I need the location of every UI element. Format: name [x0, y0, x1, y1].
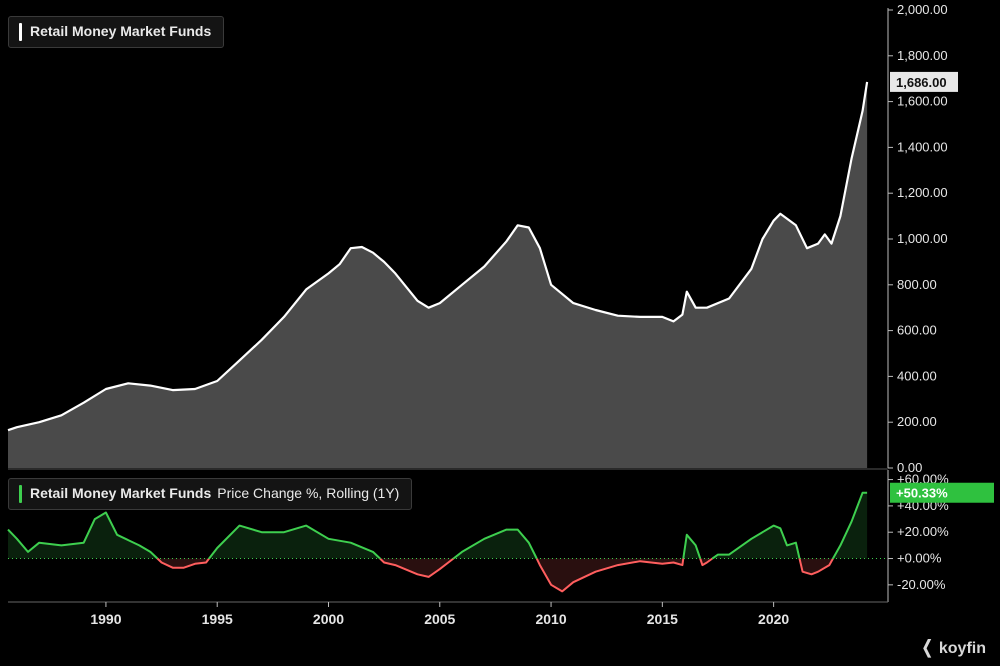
last-value-box [890, 71, 958, 92]
series-swatch [19, 23, 22, 42]
positive-area [209, 525, 380, 559]
x-tick-label: 2015 [647, 611, 678, 627]
koyfin-logo-icon: ❬ [919, 637, 935, 657]
bottom-y-tick-label: -20.00% [897, 577, 946, 592]
brand-name: koyfin [938, 640, 986, 657]
negative-area [157, 558, 210, 568]
negative-line [699, 557, 713, 567]
positive-line [832, 491, 868, 559]
top-legend[interactable]: Retail Money Market Funds [8, 16, 225, 49]
positive-area [453, 529, 537, 559]
bottom-legend-title: Retail Money Market Funds [30, 485, 212, 501]
negative-area [799, 558, 833, 575]
positive-line [208, 524, 381, 560]
top-y-tick-label: 1,000.00 [897, 231, 948, 246]
negative-line [156, 557, 210, 569]
last-value-label: 1,686.00 [896, 75, 947, 90]
positive-area [712, 525, 800, 559]
positive-area [8, 512, 158, 559]
top-y-tick-label: 1,600.00 [897, 94, 948, 109]
top-y-tick-label: 800.00 [897, 277, 937, 292]
x-tick-label: 2000 [313, 611, 344, 627]
bottom-y-tick-label: +20.00% [897, 524, 949, 539]
last-pct-label: +50.33% [896, 486, 948, 501]
main-area-fill [8, 81, 868, 469]
top-y-tick-label: 1,200.00 [897, 185, 948, 200]
top-y-tick-label: 600.00 [897, 323, 937, 338]
bottom-legend-subtitle: Price Change %, Rolling (1Y) [217, 485, 400, 501]
positive-line [7, 511, 159, 560]
x-tick-label: 1990 [90, 611, 121, 627]
koyfin-logo: ❬ koyfin [920, 637, 986, 658]
positive-line [452, 528, 538, 560]
last-pct-box [890, 482, 994, 503]
top-y-tick-label: 1,400.00 [897, 139, 948, 154]
x-tick-label: 1995 [202, 611, 233, 627]
top-y-tick-label: 1,800.00 [897, 48, 948, 63]
series-swatch [19, 485, 22, 504]
top-y-tick-label: 400.00 [897, 368, 937, 383]
negative-area [536, 558, 684, 592]
negative-line [379, 557, 455, 578]
positive-line [711, 524, 801, 560]
top-legend-title: Retail Money Market Funds [30, 23, 212, 39]
bottom-legend[interactable]: Retail Money Market Funds Price Change %,… [8, 478, 413, 511]
x-tick-label: 2005 [424, 611, 455, 627]
positive-area [683, 534, 701, 559]
x-tick-label: 2010 [535, 611, 566, 627]
x-tick-label: 2020 [758, 611, 789, 627]
top-y-tick-label: 200.00 [897, 414, 937, 429]
positive-line [682, 533, 702, 559]
negative-line [535, 558, 685, 593]
top-y-tick-label: 0.00 [897, 460, 922, 475]
main-series-line [7, 81, 869, 432]
bottom-y-tick-label: +0.00% [897, 551, 942, 566]
negative-line [798, 558, 834, 576]
top-y-tick-label: 2,000.00 [897, 2, 948, 17]
